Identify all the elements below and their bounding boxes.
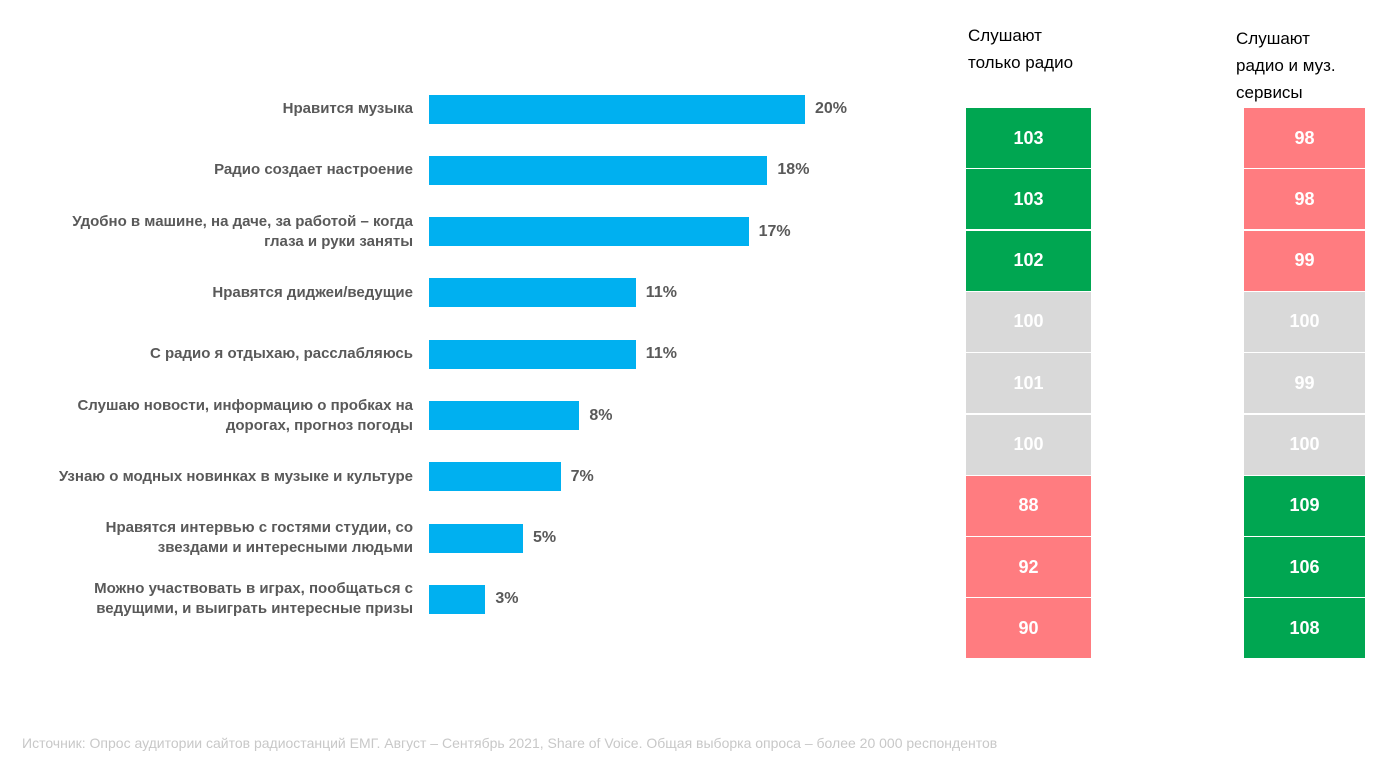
index-cell: 100	[966, 414, 1091, 475]
index-column-header-line: Слушают	[968, 26, 1042, 45]
data-label: 20%	[815, 100, 848, 117]
index-cell: 102	[966, 230, 1091, 291]
bar	[429, 278, 636, 308]
category-label: Нравится музыка	[13, 99, 413, 119]
category-label: Слушаю новости, информацию о пробках на д…	[13, 396, 413, 436]
bar	[429, 94, 805, 124]
category-label: Можно участвовать в играх, пообщаться с в…	[13, 579, 413, 619]
index-column-header-line: только радио	[968, 53, 1074, 72]
footnote: Источник: Опрос аудитории сайтов радиост…	[22, 735, 998, 751]
index-cell: 100	[1244, 414, 1365, 475]
index-cell: 100	[1244, 291, 1365, 352]
category-label: Нравятся интервью с гостями студии, со зв…	[13, 518, 413, 558]
data-label: 17%	[758, 222, 791, 240]
index-column-header-line: Слушают	[1236, 29, 1310, 48]
category-label-line: глаза и руки заняты	[264, 232, 413, 250]
category-label: Узнаю о модных новинках в музыке и культ…	[13, 467, 413, 487]
category-label-line: ведущими, и выиграть интересные призы	[96, 600, 413, 618]
bar	[429, 217, 749, 247]
data-label: 11%	[645, 345, 677, 363]
index-cell: 108	[1244, 598, 1365, 659]
bar	[429, 462, 561, 492]
index-cell: 92	[966, 537, 1091, 598]
index-cell: 98	[1244, 108, 1365, 168]
bar	[429, 523, 523, 553]
category-label-line: Нравятся интервью с гостями студии, со	[105, 519, 413, 537]
index-column-header-line: радио и муз.	[1236, 56, 1336, 75]
bar	[429, 155, 768, 185]
index-column-header: Слушают радио и муз. сервисы	[1236, 25, 1336, 106]
bar	[429, 339, 636, 369]
category-label: Удобно в машине, на даче, за работой – к…	[13, 212, 413, 252]
data-label: 8%	[589, 406, 613, 424]
data-label: 18%	[777, 161, 810, 179]
category-label-line: Можно участвовать в играх, пообщаться с	[94, 580, 413, 598]
index-cell: 109	[1244, 475, 1365, 536]
category-label-line: Нравятся диджеи/ведущие	[212, 283, 413, 301]
bar	[429, 401, 580, 430]
category-label-line: звездами и интересными людьми	[157, 539, 413, 557]
category-label-line: Слушаю новости, информацию о пробках на	[77, 396, 413, 414]
index-cell: 106	[1244, 537, 1365, 598]
index-column-header: Слушают только радио	[968, 22, 1073, 76]
index-cell: 101	[966, 353, 1091, 414]
index-column-header-line: сервисы	[1236, 83, 1303, 102]
index-cell: 99	[1244, 230, 1365, 291]
index-cell: 90	[966, 598, 1091, 659]
index-cell: 103	[966, 108, 1091, 168]
category-label: С радио я отдыхаю, расслабляюсь	[13, 344, 413, 364]
index-cell: 100	[966, 291, 1091, 352]
index-cell: 98	[1244, 169, 1365, 230]
category-label: Нравятся диджеи/ведущие	[13, 283, 413, 303]
category-label-line: Узнаю о модных новинках в музыке и культ…	[58, 467, 413, 485]
index-cell: 103	[966, 169, 1091, 230]
category-label-line: Нравится музыка	[282, 100, 413, 117]
bar	[429, 584, 486, 614]
category-label-line: дорогах, прогноз погоды	[225, 416, 413, 434]
data-label: 3%	[495, 590, 519, 608]
category-label-line: С радио я отдыхаю, расслабляюсь	[149, 345, 413, 363]
index-cell: 88	[966, 475, 1091, 536]
category-label-line: Радио создает настроение	[214, 161, 413, 179]
category-label: Радио создает настроение	[13, 160, 413, 180]
data-label: 7%	[570, 467, 594, 485]
data-label: 5%	[533, 529, 557, 547]
index-cell: 99	[1244, 353, 1365, 414]
category-label-line: Удобно в машине, на даче, за работой – к…	[72, 212, 413, 230]
data-label: 11%	[645, 283, 677, 301]
